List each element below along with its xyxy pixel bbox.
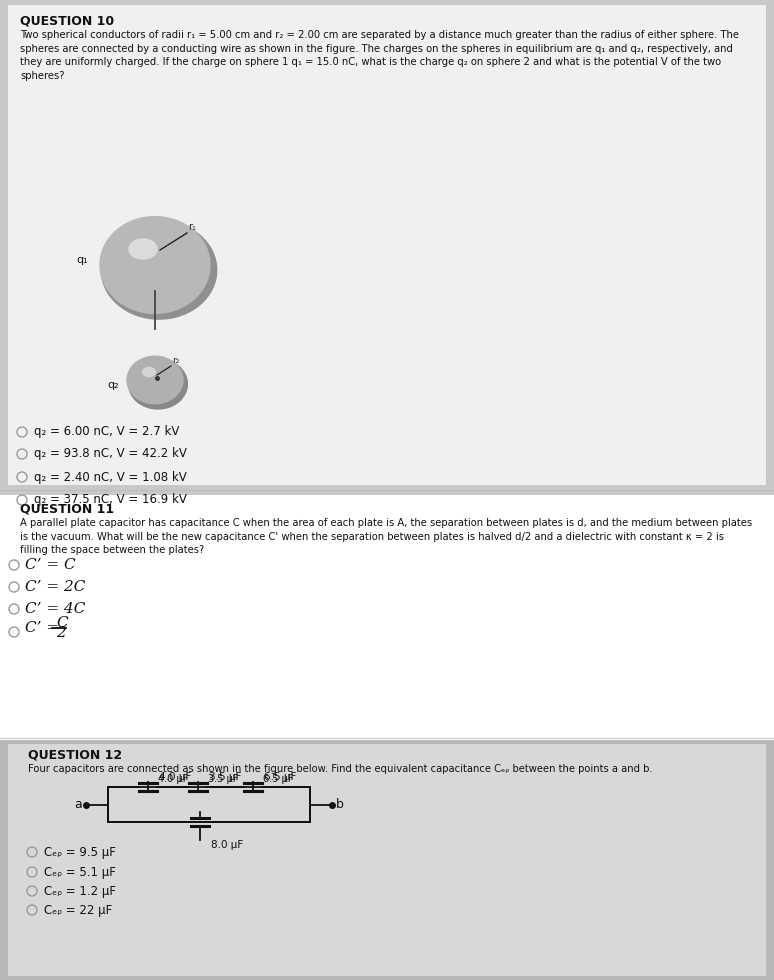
Text: q₂ = 37.5 nC, V = 16.9 kV: q₂ = 37.5 nC, V = 16.9 kV [34, 494, 187, 507]
Text: 6.5 μF: 6.5 μF [263, 774, 293, 784]
Text: q₂ = 6.00 nC, V = 2.7 kV: q₂ = 6.00 nC, V = 2.7 kV [34, 425, 180, 438]
Text: r₂: r₂ [172, 356, 180, 365]
Text: 3.5 μF: 3.5 μF [209, 772, 241, 782]
Text: a: a [74, 798, 82, 811]
Text: q₂: q₂ [108, 380, 119, 390]
Text: Four capacitors are connected as shown in the figure below. Find the equivalent : Four capacitors are connected as shown i… [28, 764, 652, 774]
Ellipse shape [127, 356, 183, 404]
Ellipse shape [142, 368, 156, 376]
Text: b: b [336, 798, 344, 811]
Text: Cₑᵨ = 9.5 μF: Cₑᵨ = 9.5 μF [44, 846, 116, 858]
Text: Cₑᵨ = 1.2 μF: Cₑᵨ = 1.2 μF [44, 885, 116, 898]
Bar [0, 0, 774, 490]
Text: q₂ = 93.8 nC, V = 42.2 kV: q₂ = 93.8 nC, V = 42.2 kV [34, 448, 187, 461]
Text: 4.0 μF: 4.0 μF [159, 772, 191, 782]
Text: C’ = 2C: C’ = 2C [25, 580, 85, 594]
Bar [8, 5, 766, 485]
Text: C’ = 4C: C’ = 4C [25, 602, 85, 616]
Text: 6.5 μF: 6.5 μF [264, 772, 296, 782]
Text: QUESTION 10: QUESTION 10 [20, 15, 114, 28]
Text: A parallel plate capacitor has capacitance C when the area of each plate is A, t: A parallel plate capacitor has capacitan… [20, 518, 752, 556]
Text: q₂ = 2.40 nC, V = 1.08 kV: q₂ = 2.40 nC, V = 1.08 kV [34, 470, 187, 483]
Text: C: C [56, 616, 67, 630]
Text: Two spherical conductors of radii r₁ = 5.00 cm and r₂ = 2.00 cm are separated by: Two spherical conductors of radii r₁ = 5… [20, 30, 739, 80]
Bar [8, 499, 766, 737]
Text: 4.0 μF: 4.0 μF [158, 774, 188, 784]
Text: C’ = C: C’ = C [25, 558, 76, 572]
Text: Cₑᵨ = 5.1 μF: Cₑᵨ = 5.1 μF [44, 865, 116, 878]
Bar [0, 740, 774, 980]
Text: r₁: r₁ [188, 222, 196, 232]
Text: 8.0 μF: 8.0 μF [211, 840, 243, 850]
Text: C’ =: C’ = [25, 621, 64, 635]
Text: 2: 2 [56, 626, 66, 640]
Ellipse shape [100, 217, 210, 314]
Text: Cₑᵨ = 22 μF: Cₑᵨ = 22 μF [44, 904, 112, 916]
Ellipse shape [129, 239, 157, 259]
Text: q₁: q₁ [77, 255, 88, 265]
Bar [8, 744, 766, 976]
Text: QUESTION 11: QUESTION 11 [20, 502, 114, 515]
Text: 3.5 μF: 3.5 μF [208, 774, 238, 784]
Bar [0, 495, 774, 740]
Text: QUESTION 12: QUESTION 12 [28, 748, 122, 761]
Ellipse shape [101, 220, 217, 319]
Ellipse shape [128, 359, 187, 409]
